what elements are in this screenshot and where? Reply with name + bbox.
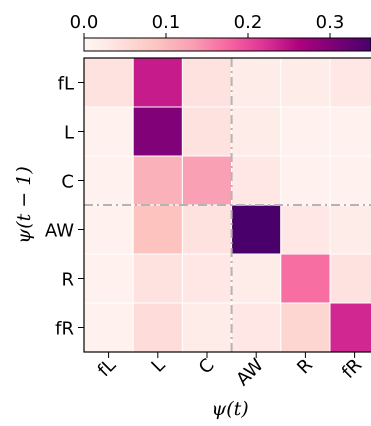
colorbar-tick-label: 0.2 [234,12,263,33]
x-tick-label: AW [232,355,268,391]
heatmap-cell [83,253,134,304]
heatmap-cell [181,253,233,304]
heatmap-cell [231,302,282,353]
x-axis-label: ψ(t) [211,398,248,420]
heatmap-cell [329,302,371,353]
heatmap-cell [280,155,331,206]
heatmap-cell [329,155,371,206]
heatmap-cell [231,204,282,255]
y-tick-label: AW [45,221,74,242]
heatmap-cell [83,106,134,157]
y-axis-label: ψ(t − 1) [13,166,35,243]
heatmap-cell [83,57,134,108]
heatmap-cell [83,155,134,206]
heatmap-cell [181,204,233,255]
x-tick-label: L [147,355,169,377]
heatmap-cell [181,57,233,108]
heatmap-cell [280,57,331,108]
y-tick-label: fR [55,319,74,340]
y-tick-label: L [64,123,74,144]
y-tick-label: R [61,270,74,291]
x-tick-label: fL [94,355,120,381]
heatmap-cell [231,253,282,304]
x-tick-label: R [293,355,317,379]
heatmap-cell [329,204,371,255]
heatmap-cell [231,57,282,108]
colorbar-tick-label: 0.1 [152,12,181,33]
colorbar: 0.0 0.1 0.2 0.3 [70,12,371,52]
heatmap-cell [280,106,331,157]
heatmap-cell [329,106,371,157]
x-tick-label: C [195,355,219,379]
heatmap-cell [132,57,183,108]
heatmap-cell [181,106,233,157]
y-axis-ticks: fL L C AW RfR [45,74,84,340]
heatmap-cell [231,106,282,157]
heatmap-cell [132,155,183,206]
colorbar-tick-label: 0.3 [316,12,345,33]
heatmap-cell [231,155,282,206]
heatmap-cell [132,302,183,353]
heatmap-cell [132,106,183,157]
heatmap-cell [280,302,331,353]
colorbar-tick-label: 0.0 [70,12,99,33]
colorbar-gradient [83,37,371,52]
heatmap-cells [83,57,371,353]
y-tick-label: C [61,172,74,193]
heatmap-cell [181,302,233,353]
heatmap-cell [280,253,331,304]
heatmap-cell [132,204,183,255]
heatmap-cell [83,204,134,255]
plot-frame [83,57,371,353]
x-tick-label: fR [338,355,366,383]
heatmap-cell [329,253,371,304]
divider-lines [84,58,371,352]
heatmap-cell [280,204,331,255]
heatmap-cell [181,155,233,206]
y-tick-label: fL [58,74,74,95]
heatmap-cell [83,302,134,353]
heatmap-cell [329,57,371,108]
heatmap-cell [132,253,183,304]
